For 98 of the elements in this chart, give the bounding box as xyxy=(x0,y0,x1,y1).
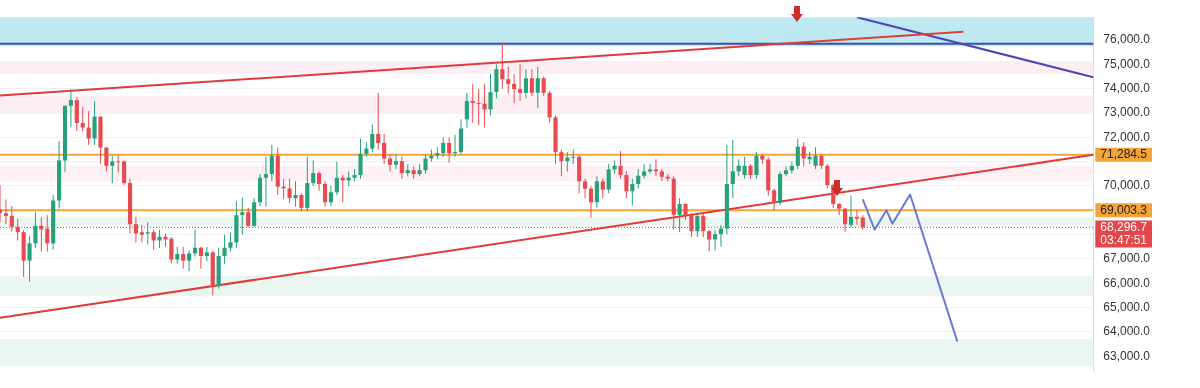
candlestick xyxy=(636,168,641,189)
candlestick xyxy=(618,150,623,180)
y-tick-label: 67,000.0 xyxy=(1103,251,1151,266)
candlestick xyxy=(783,166,789,177)
candlestick xyxy=(659,168,664,182)
candlestick xyxy=(169,236,174,264)
y-tick-label: 72,000.0 xyxy=(1103,129,1151,144)
candlestick xyxy=(458,118,464,155)
candlestick xyxy=(328,185,334,207)
candlestick xyxy=(27,235,32,283)
candlestick xyxy=(387,153,393,172)
ref-line-label: 71,284.5 xyxy=(1100,147,1148,162)
y-tick-label: 64,000.0 xyxy=(1103,324,1151,339)
candlestick xyxy=(441,136,446,158)
candlestick xyxy=(594,175,599,209)
candlestick xyxy=(494,63,499,99)
text: 03:47:51 xyxy=(1100,232,1148,247)
candlestick xyxy=(848,195,854,228)
candlestick xyxy=(606,163,611,194)
candlestick xyxy=(39,217,44,253)
candlestick xyxy=(252,197,257,228)
candlestick xyxy=(653,158,659,177)
candlestick xyxy=(269,144,274,182)
candlestick xyxy=(33,211,38,249)
y-tick-label: 73,000.0 xyxy=(1103,105,1151,120)
candlestick xyxy=(187,249,192,272)
candlestick xyxy=(713,229,718,251)
candlestick xyxy=(80,106,85,132)
y-tick-label: 63,000.0 xyxy=(1103,348,1151,363)
candlestick xyxy=(110,155,115,184)
candlestick xyxy=(86,110,91,146)
candlestick xyxy=(222,234,227,265)
candlestick xyxy=(523,68,529,99)
y-tick-label: 75,000.0 xyxy=(1103,56,1151,71)
candlestick xyxy=(517,63,523,102)
candlestick xyxy=(317,170,322,192)
ref-line-label: 68,296.7 xyxy=(1100,219,1148,234)
candlestick xyxy=(74,96,79,132)
candlestick xyxy=(707,229,712,252)
candlestick xyxy=(559,149,564,177)
candlestick xyxy=(582,178,588,199)
ref-line-label: 69,003.3 xyxy=(1100,202,1148,217)
candlestick xyxy=(151,229,156,251)
candlestick xyxy=(588,185,594,219)
candlestick xyxy=(181,246,186,270)
candlestick xyxy=(334,161,339,196)
candlestick xyxy=(370,124,375,153)
candlestick xyxy=(476,88,481,126)
candlestick xyxy=(772,187,777,212)
y-tick-label: 76,000.0 xyxy=(1103,32,1151,47)
candlestick xyxy=(854,209,859,226)
candlestick xyxy=(116,154,121,173)
candlestick xyxy=(122,159,127,186)
candlestick xyxy=(447,136,452,164)
candlestick xyxy=(677,197,682,233)
candlestick xyxy=(571,149,576,165)
candlestick xyxy=(529,68,534,97)
candlestick xyxy=(228,231,233,253)
candlestick xyxy=(399,156,404,180)
candlestick xyxy=(423,153,428,175)
candlestick xyxy=(600,178,605,199)
candlestick xyxy=(795,138,800,170)
candlestick xyxy=(240,197,245,236)
candlestick xyxy=(382,133,387,165)
candlestick xyxy=(263,156,268,208)
candlestick xyxy=(157,229,162,249)
candlestick xyxy=(198,246,203,270)
candlestick xyxy=(322,180,328,208)
candlestick xyxy=(287,178,292,204)
candlestick xyxy=(464,92,469,129)
candlestick xyxy=(541,76,546,97)
candlestick xyxy=(293,180,298,208)
candlestick xyxy=(630,178,635,206)
y-tick-label: 70,000.0 xyxy=(1103,178,1151,193)
candlestick xyxy=(376,92,381,150)
candlestick xyxy=(470,83,475,124)
candlestick xyxy=(512,73,517,104)
candlestick xyxy=(393,153,399,170)
candlestick xyxy=(488,73,493,116)
candlestick xyxy=(92,100,97,146)
y-tick-label: 66,000.0 xyxy=(1103,275,1151,290)
candlestick xyxy=(3,199,8,225)
candlestick xyxy=(500,41,505,90)
candlestick xyxy=(68,88,73,128)
candlestick xyxy=(506,66,511,95)
candlestick xyxy=(730,139,735,199)
candlestick xyxy=(801,141,806,168)
y-tick-label: 65,000.0 xyxy=(1103,299,1151,314)
candlestick xyxy=(535,66,540,109)
candlestick xyxy=(311,159,316,187)
y-tick-label: 74,000.0 xyxy=(1103,81,1151,96)
candlestick xyxy=(754,151,759,180)
candlestick xyxy=(742,156,747,180)
candlestick xyxy=(825,163,830,189)
candlestick xyxy=(624,170,629,199)
candlestick xyxy=(695,212,700,238)
candlestick xyxy=(648,163,653,175)
candlestick xyxy=(358,138,363,180)
